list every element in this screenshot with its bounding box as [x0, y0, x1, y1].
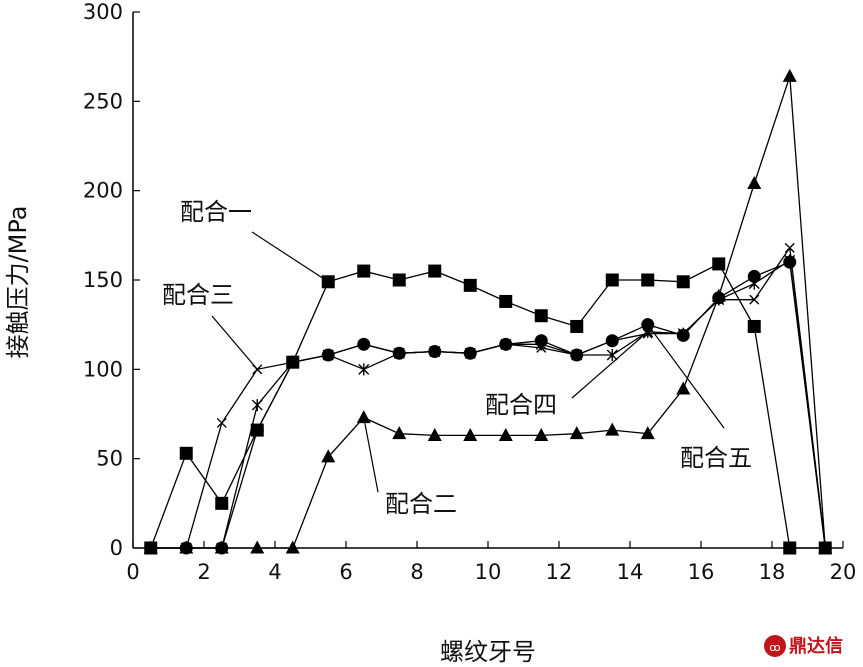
series-peihe-5-point [392, 346, 406, 360]
series-peihe-1-point [179, 446, 193, 460]
x-axis-title: 螺纹牙号 [440, 638, 536, 666]
series-peihe-4-point [251, 399, 263, 412]
series-peihe-2 [143, 68, 833, 554]
series-peihe-1-point [428, 264, 442, 278]
series-peihe-3-point [749, 294, 760, 305]
series-peihe-2-point [534, 427, 549, 441]
x-tick-label: 16 [688, 560, 715, 584]
x-tick-label: 14 [617, 560, 644, 584]
series-peihe-1-point [534, 309, 548, 323]
y-axis-title: 接触压力/MPa [4, 206, 32, 359]
series-line-peihe-5 [150, 261, 826, 549]
x-tick-label: 20 [830, 560, 857, 584]
watermark-logo-icon [764, 635, 786, 657]
series-peihe-5-point [428, 344, 442, 358]
series-peihe-5-point [179, 541, 193, 555]
series-peihe-5-point [712, 291, 726, 305]
annotation-leader-peihe-3 [211, 315, 258, 370]
series-peihe-5-point [286, 355, 300, 369]
series-peihe-5-point [144, 541, 158, 555]
series-peihe-4-point [358, 363, 370, 376]
series-peihe-5-point [321, 348, 335, 362]
series-peihe-1-point [463, 278, 477, 292]
y-tick-label: 200 [83, 179, 123, 203]
annotation-leader-peihe-5 [647, 324, 725, 429]
annotation-leader-peihe-4 [571, 331, 649, 399]
annotation-leader-peihe-1 [251, 231, 329, 283]
series-peihe-1-point [712, 257, 726, 271]
series-peihe-2-point [640, 426, 655, 440]
series-peihe-5-point [641, 318, 655, 332]
series-peihe-5-point [463, 346, 477, 360]
annotation-label-peihe-3: 配合三 [162, 281, 234, 309]
series-peihe-3-point [216, 417, 227, 428]
y-tick-label: 250 [83, 89, 123, 113]
series-peihe-2-point [285, 540, 300, 554]
series-peihe-1-point [641, 273, 655, 287]
series-peihe-5-point [499, 337, 513, 351]
series-peihe-2-point [782, 68, 797, 82]
series-peihe-1-point [605, 273, 619, 287]
series-peihe-5-point [747, 269, 761, 283]
series-line-peihe-2 [150, 76, 826, 549]
series-peihe-2-point [427, 427, 442, 441]
series-peihe-2-point [498, 427, 513, 441]
annotation-label-peihe-4: 配合四 [485, 391, 557, 419]
series-peihe-1-point [392, 273, 406, 287]
series-peihe-5-point [357, 337, 371, 351]
series-peihe-5-point [605, 334, 619, 348]
series-peihe-5-point [676, 328, 690, 342]
watermark-text: 鼎达信 [789, 635, 843, 657]
x-tick-label: 2 [197, 560, 210, 584]
series-peihe-1-point [215, 496, 229, 510]
y-tick-label: 0 [110, 536, 123, 560]
series-peihe-1-point [747, 319, 761, 333]
series-peihe-2-point [321, 449, 336, 463]
x-tick-label: 4 [268, 560, 281, 584]
annotation-layer: 配合一 配合三 配合四 配合二 配合五 [162, 198, 752, 518]
series-peihe-3-point [784, 242, 795, 253]
y-tick-label: 100 [83, 357, 123, 381]
y-tick-label: 300 [83, 0, 123, 24]
x-tick-label: 8 [410, 560, 423, 584]
x-tick-label: 6 [339, 560, 352, 584]
series-peihe-1-point [570, 319, 584, 333]
series-peihe-1-point [357, 264, 371, 278]
series-peihe-5-point [215, 541, 229, 555]
series-peihe-5 [144, 255, 832, 555]
annotation-label-peihe-1: 配合一 [180, 198, 252, 226]
series-peihe-2-point [569, 426, 584, 440]
series-peihe-2-point [356, 410, 371, 424]
series-peihe-2-point [605, 422, 620, 436]
annotation-label-peihe-2: 配合二 [385, 490, 457, 518]
y-tick-label: 150 [83, 268, 123, 292]
watermark-logo-glyph: ꝏ [769, 641, 780, 654]
series-peihe-5-point [250, 423, 264, 437]
series-peihe-5-point [570, 348, 584, 362]
annotation-label-peihe-5: 配合五 [680, 444, 752, 472]
x-tick-label: 18 [759, 560, 786, 584]
x-tick-label: 10 [475, 560, 502, 584]
series-peihe-2-point [676, 381, 691, 395]
series-layer [143, 68, 833, 555]
x-tick-label: 12 [546, 560, 573, 584]
y-tick-label: 50 [96, 447, 123, 471]
series-peihe-5-point [783, 255, 797, 269]
series-peihe-2-point [747, 176, 762, 190]
series-peihe-1-point [676, 275, 690, 289]
series-peihe-2-point [250, 540, 265, 554]
series-peihe-5-point [534, 334, 548, 348]
series-peihe-2-point [392, 426, 407, 440]
annotation-leader-peihe-2 [363, 417, 379, 493]
x-tick-label: 0 [126, 560, 139, 584]
watermark: ꝏ 鼎达信 [764, 635, 843, 657]
series-peihe-4-point [606, 349, 618, 362]
series-peihe-5-point [818, 541, 832, 555]
series-peihe-2-point [463, 427, 478, 441]
series-peihe-1-point [783, 541, 797, 555]
series-peihe-1-point [499, 294, 513, 308]
